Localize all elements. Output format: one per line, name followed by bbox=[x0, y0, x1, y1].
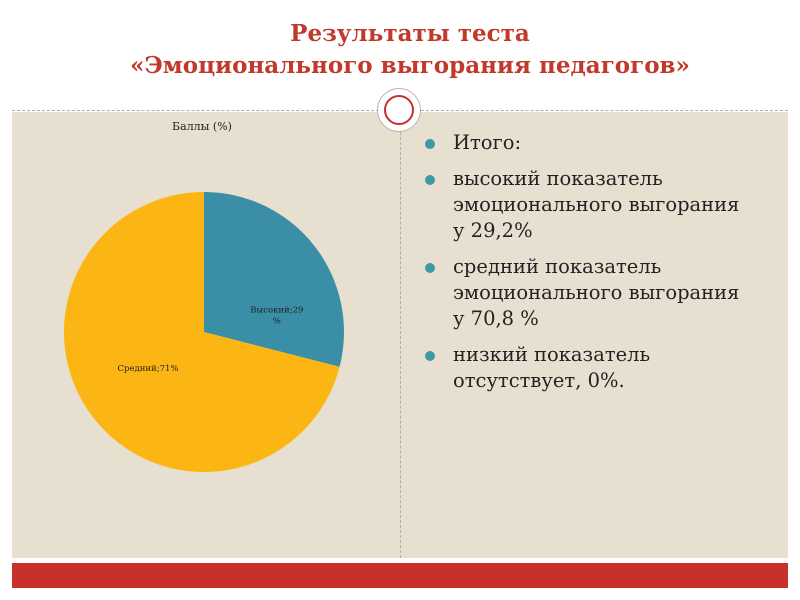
bullet-item-total: Итого: bbox=[425, 130, 755, 156]
pie-label-высокий: Высокий;29% bbox=[250, 305, 303, 326]
bullet-dot-icon bbox=[425, 139, 435, 149]
pie-slices bbox=[64, 192, 345, 472]
bullet-text: высокий показатель эмоционального выгора… bbox=[453, 167, 740, 242]
bullet-item-medium: средний показатель эмоционального выгора… bbox=[425, 254, 755, 332]
bullet-item-high: высокий показатель эмоционального выгора… bbox=[425, 166, 755, 244]
circle-ornament-ring bbox=[384, 95, 414, 125]
pie-labels: Высокий;29 % Средний;71% bbox=[118, 305, 304, 374]
footer-accent-bar bbox=[12, 563, 788, 588]
pie-chart: Баллы (%) Высокий;29 % Средний;71% bbox=[64, 120, 345, 472]
bullet-dot-icon bbox=[425, 263, 435, 273]
bullet-text: Итого: bbox=[453, 131, 522, 154]
title-line-1: Результаты теста bbox=[290, 20, 530, 47]
pie-slice-высокий bbox=[204, 192, 345, 367]
bullet-list: Итого: высокий показатель эмоционального… bbox=[425, 130, 755, 404]
column-divider bbox=[400, 112, 401, 558]
bullet-text: средний показатель эмоционального выгора… bbox=[453, 255, 740, 330]
chart-title: Баллы (%) bbox=[172, 120, 232, 133]
pie-label-средний: Средний;71% bbox=[118, 364, 179, 374]
circle-ornament-icon bbox=[377, 88, 421, 132]
bullet-item-low: низкий показатель отсутствует, 0%. bbox=[425, 342, 755, 394]
bullet-dot-icon bbox=[425, 175, 435, 185]
pie-slice-средний bbox=[64, 192, 340, 472]
title-line-2: «Эмоционального выгорания педагогов» bbox=[130, 52, 690, 79]
slide-title: Результаты теста «Эмоционального выгоран… bbox=[60, 18, 760, 82]
bullet-dot-icon bbox=[425, 351, 435, 361]
bullet-text: низкий показатель отсутствует, 0%. bbox=[453, 343, 651, 392]
